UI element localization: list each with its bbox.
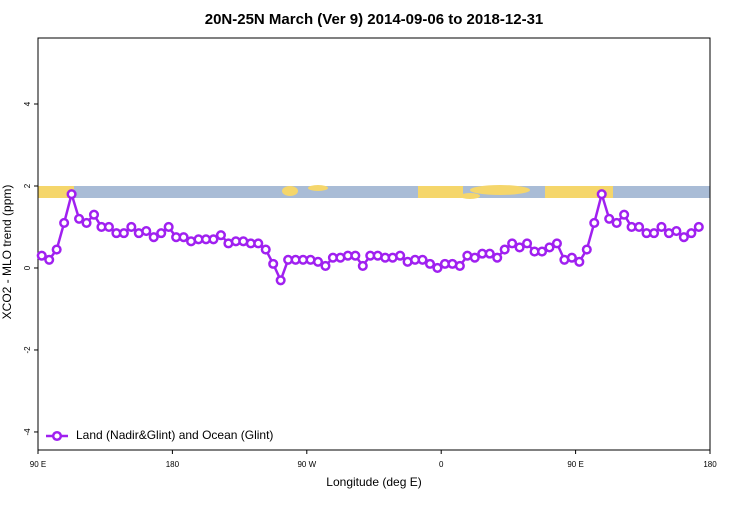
point: [551, 238, 562, 249]
point: [417, 254, 428, 265]
point: [126, 221, 137, 233]
point: [44, 254, 55, 265]
y-tick-label: 4: [23, 101, 32, 106]
point: [581, 244, 592, 255]
point: [156, 228, 167, 239]
map-strip: [38, 185, 710, 199]
y-axis-label: XCO2 - MLO trend (ppm): [0, 185, 14, 320]
point: [66, 189, 77, 200]
point: [88, 209, 100, 220]
point: [81, 217, 92, 228]
point: [492, 252, 503, 263]
point: [648, 228, 660, 239]
point: [671, 226, 682, 237]
point: [566, 252, 577, 263]
point: [350, 250, 361, 261]
point: [604, 213, 615, 224]
point: [522, 238, 533, 249]
point: [260, 244, 271, 255]
point: [51, 244, 62, 255]
y-tick-label: -4: [23, 428, 32, 436]
point: [357, 260, 368, 271]
x-tick-label: 180: [703, 460, 717, 469]
point: [611, 217, 622, 228]
point: [432, 262, 443, 274]
point: [208, 234, 219, 245]
point: [253, 238, 264, 249]
point: [320, 260, 331, 271]
point: [395, 250, 406, 261]
y-tick-label: 0: [23, 265, 32, 270]
point: [484, 248, 495, 259]
point: [686, 228, 697, 239]
point: [678, 232, 689, 243]
point: [275, 275, 286, 286]
point: [574, 256, 585, 267]
point: [424, 258, 436, 269]
point: [589, 217, 600, 228]
point: [215, 230, 226, 241]
point: [596, 189, 607, 200]
point: [178, 232, 189, 243]
point: [59, 217, 70, 228]
y-tick-label: -2: [23, 346, 32, 354]
chart-title: 20N-25N March (Ver 9) 2014-09-06 to 2018…: [205, 11, 544, 28]
x-tick-label: 0: [439, 460, 444, 469]
point: [148, 232, 159, 243]
point: [499, 244, 510, 255]
plot-frame: [37, 37, 711, 451]
point: [163, 221, 174, 233]
point: [103, 221, 114, 233]
point: [536, 246, 548, 257]
point: [141, 226, 152, 237]
point: [544, 242, 555, 253]
point: [268, 258, 279, 269]
x-tick-label: 180: [166, 460, 180, 469]
y-tick-label: 2: [23, 183, 32, 188]
x-tick-label: 90 E: [567, 460, 583, 469]
point: [634, 221, 645, 233]
x-tick-label: 90 E: [30, 460, 46, 469]
point: [514, 242, 525, 253]
point: [469, 252, 480, 263]
x-tick-label: 90 W: [297, 460, 316, 469]
point: [118, 228, 129, 239]
point: [693, 221, 704, 233]
point: [454, 260, 465, 271]
legend-label: Land (Nadir&Glint) and Ocean (Glint): [76, 428, 273, 442]
point: [619, 209, 630, 220]
point: [312, 256, 324, 267]
point: [507, 238, 518, 249]
point: [656, 221, 667, 233]
x-axis-label: Longitude (deg E): [326, 475, 421, 489]
point: [74, 213, 85, 224]
point: [36, 250, 47, 261]
legend-marker: [51, 430, 63, 442]
